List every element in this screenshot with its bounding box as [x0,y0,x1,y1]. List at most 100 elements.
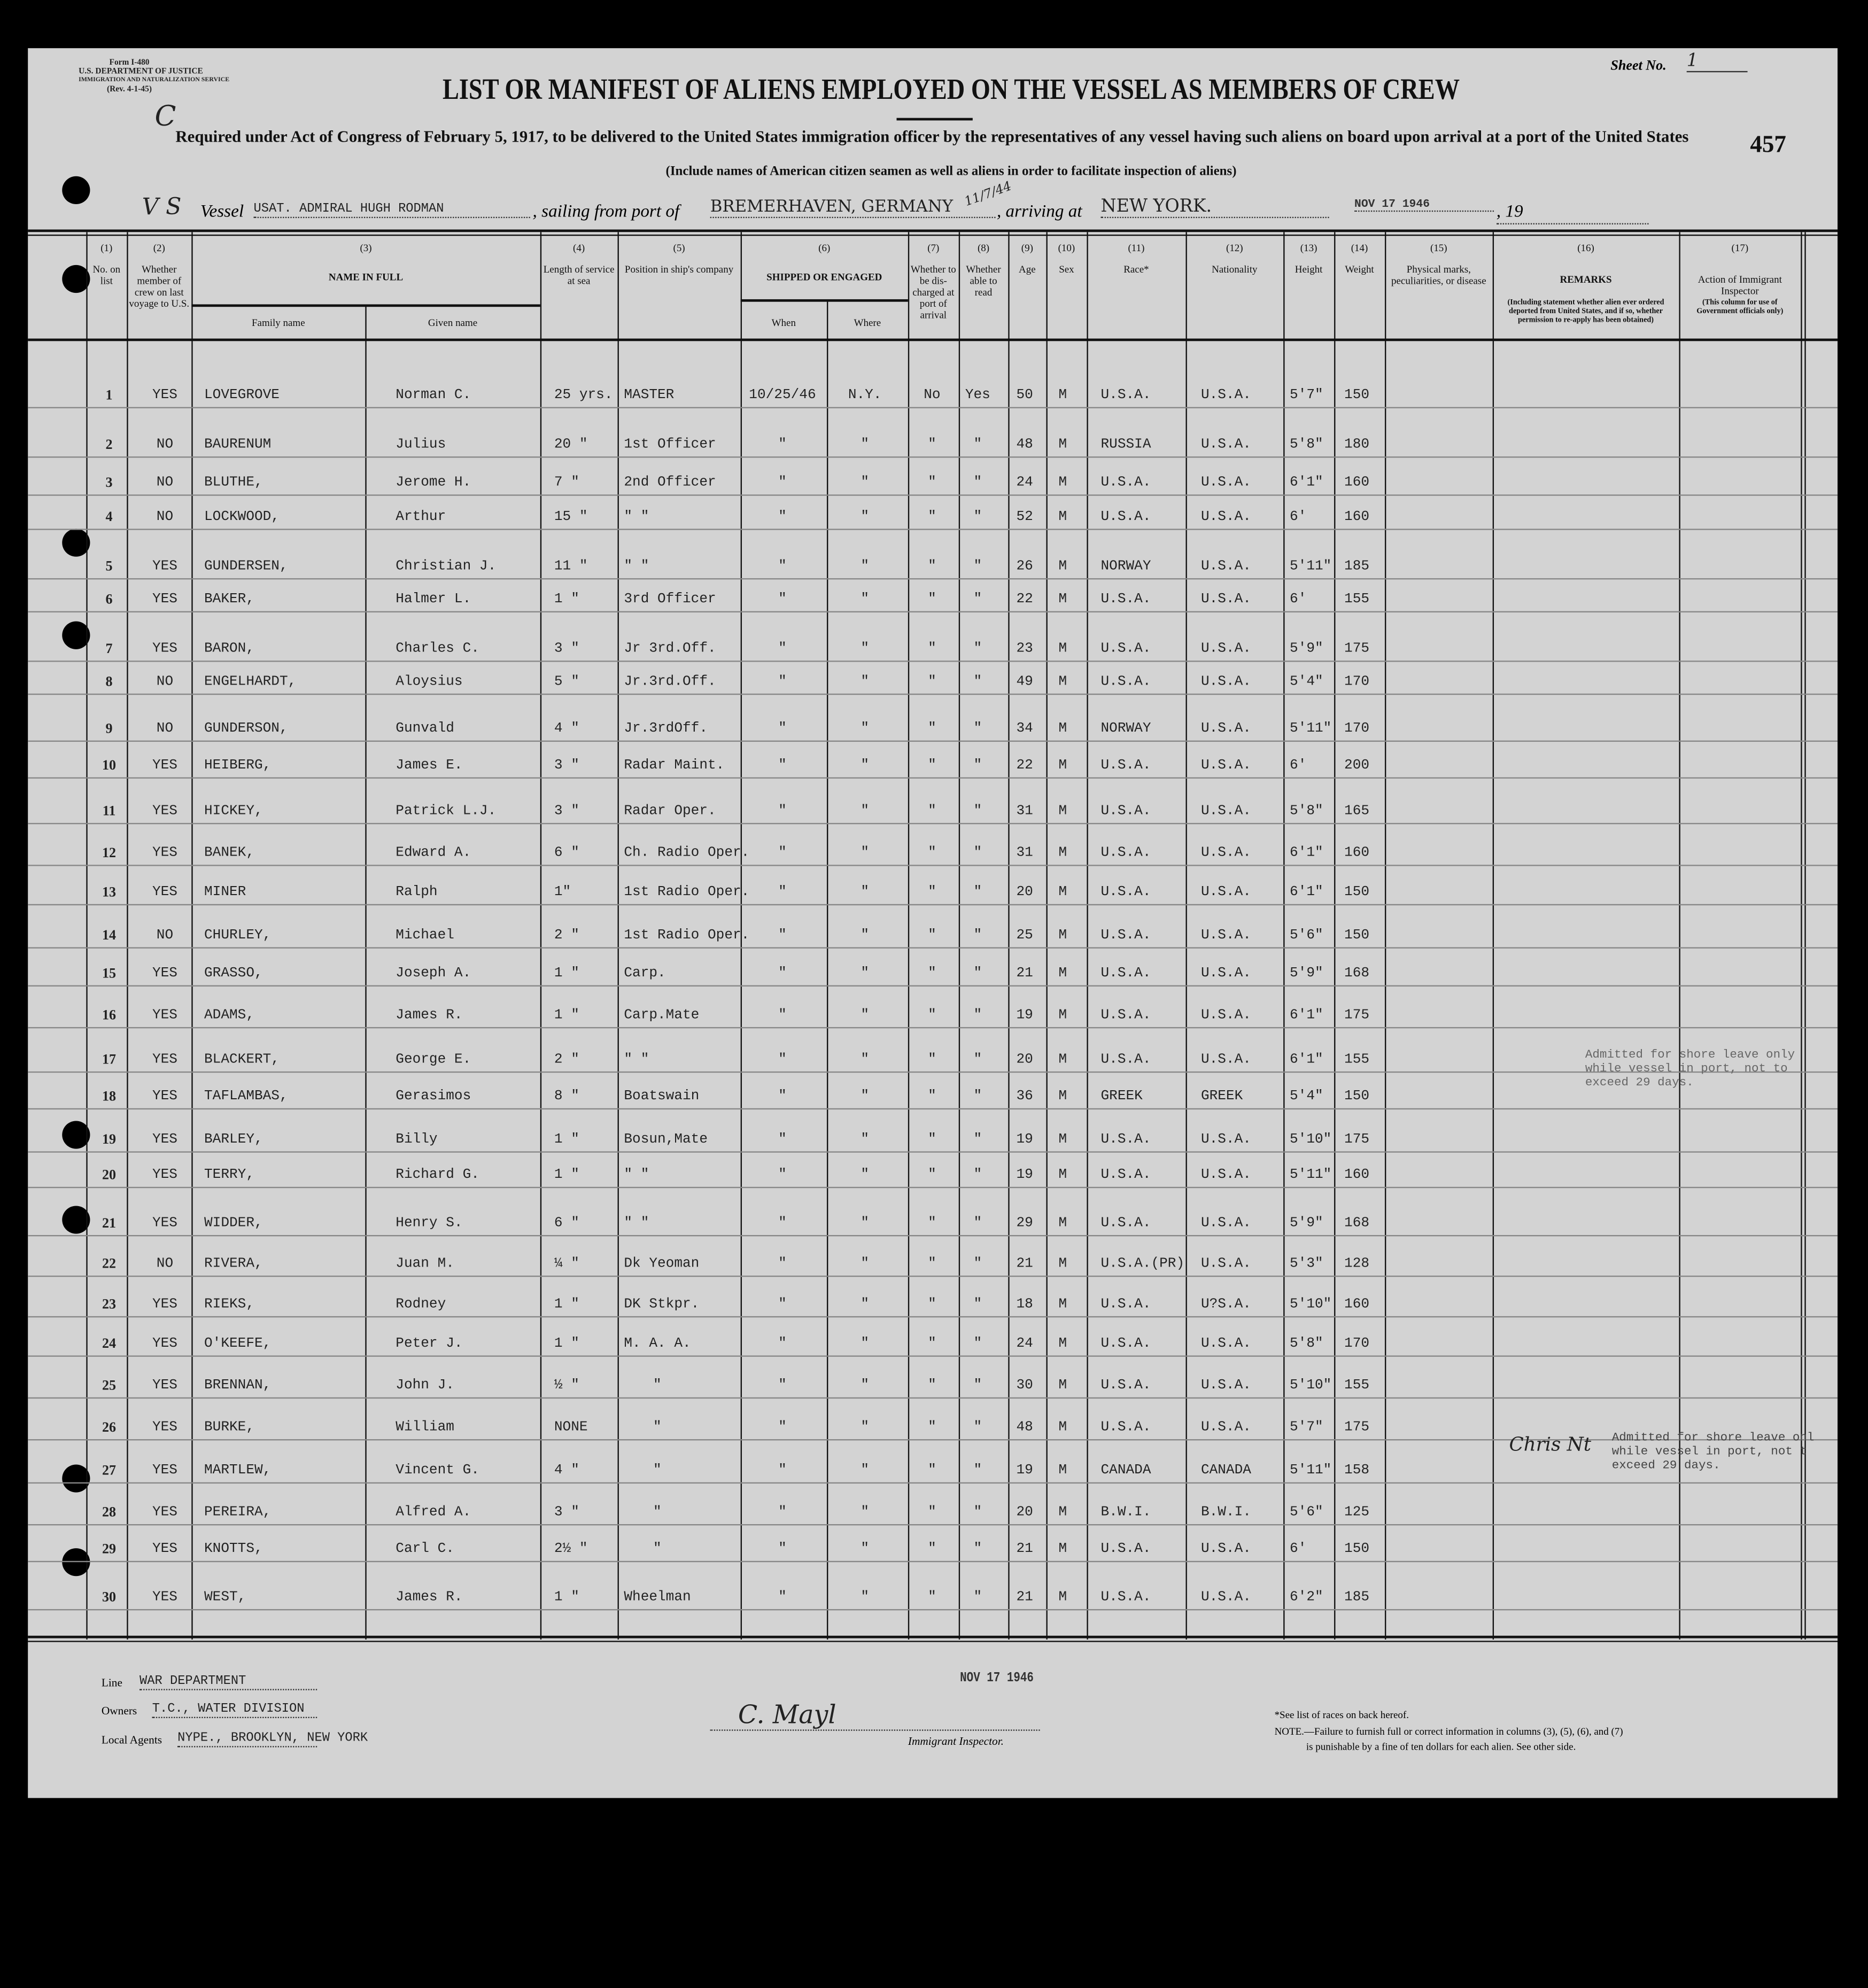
weight: 160 [1344,509,1370,525]
row-number: 10 [102,758,117,774]
position: M. A. A. [624,1336,691,1352]
crew-last-voyage: YES [152,1420,177,1435]
ruled-line [28,529,1838,530]
column-header: NAME IN FULL [328,271,404,283]
crew-last-voyage: YES [152,1463,177,1479]
column-subheader: Where [854,317,881,329]
age: 34 [1016,721,1033,737]
discharged: " [928,559,936,574]
able-to-read: " [973,641,982,657]
discharged: " [928,1216,936,1231]
discharged: " [928,674,936,690]
column-divider [1046,232,1048,1640]
ruled-line [28,494,1838,496]
column-number: (3) [360,242,372,254]
ruled-line [28,1275,1838,1277]
height: 5'10" [1290,1378,1332,1394]
weight: 160 [1344,1297,1370,1313]
discharged: " [928,966,936,982]
height: 5'8" [1290,804,1323,819]
weight: 150 [1344,388,1370,403]
sex: M [1058,1008,1067,1023]
punch-hole [62,529,90,557]
discharged: " [928,509,936,525]
able-to-read: " [973,721,982,737]
age: 20 [1016,1052,1033,1068]
shipped-when: " [778,559,787,574]
column-divider [1008,232,1010,1640]
given-name: Michael [396,928,454,944]
weight: 175 [1344,1008,1370,1023]
shipped-when: " [778,475,787,491]
year-label: , 19 [1496,203,1649,224]
given-name: Carl C. [396,1542,454,1557]
nationality: U.S.A. [1200,758,1251,774]
height: 5'4" [1290,674,1323,690]
race: GREEK [1100,1089,1143,1105]
sex: M [1058,437,1067,453]
weight: 170 [1344,721,1370,737]
column-header: Race* [1123,263,1149,275]
race: U.S.A. [1100,641,1151,657]
discharged: " [928,1256,936,1272]
able-to-read: " [973,1542,982,1557]
column-divider [617,232,619,1640]
row-number: 29 [102,1542,117,1557]
service-length: 15 " [554,509,588,525]
shipped-where: " [861,475,870,491]
service-length: ½ " [554,1378,579,1394]
column-divider [1334,232,1336,1640]
position: Carp. [624,966,666,982]
age: 21 [1016,1542,1033,1557]
ruled-line [28,456,1838,458]
column-divider [1804,232,1806,1640]
discharged: " [928,885,936,900]
family-name: BARLEY, [204,1132,263,1148]
age: 24 [1016,475,1033,491]
sex: M [1058,1132,1067,1148]
service-length: 1 " [554,1008,579,1023]
height: 5'10" [1290,1297,1332,1313]
punch-hole [62,621,90,649]
weight: 200 [1344,758,1370,774]
weight: 160 [1344,475,1370,491]
able-to-read: " [973,509,982,525]
race: U.S.A. [1100,475,1151,491]
service-length: 11 " [554,559,588,574]
race: NORWAY [1100,559,1151,574]
shipped-where: " [861,1132,870,1148]
weight: 175 [1344,1420,1370,1435]
column-note: (Including statement whether alien ever … [1507,299,1664,325]
column-divider [365,305,367,1640]
shipped-when: " [778,509,787,525]
ruled-line [28,1151,1838,1153]
age: 20 [1016,885,1033,900]
nationality: U.S.A. [1200,1378,1251,1394]
family-name: TAFLAMBAS, [204,1089,288,1105]
shipped-where: " [861,758,870,774]
able-to-read: " [973,1008,982,1023]
column-header: Height [1295,263,1323,275]
column-header: Sex [1059,263,1074,275]
discharged: " [928,1336,936,1352]
given-name: Joseph A. [396,966,471,982]
page-title: LIST OR MANIFEST OF ALIENS EMPLOYED ON T… [442,73,1460,105]
sex: M [1058,721,1067,737]
family-name: GRASSO, [204,966,263,982]
crew-last-voyage: YES [152,559,177,574]
race: U.S.A. [1100,1052,1151,1068]
height: 6'2" [1290,1590,1323,1605]
service-length: 1" [554,885,571,900]
column-number: (16) [1577,242,1594,254]
column-subheader: When [771,317,796,329]
given-name: William [396,1420,454,1435]
weight: 168 [1344,1216,1370,1231]
age: 30 [1016,1378,1033,1394]
race: U.S.A. [1100,388,1151,403]
height: 6' [1290,758,1307,774]
arriving-label: , arriving at [996,203,1082,222]
given-name: James R. [396,1008,463,1023]
nationality: U.S.A. [1200,966,1251,982]
family-name: HICKEY, [204,804,263,819]
column-divider [1283,232,1285,1640]
